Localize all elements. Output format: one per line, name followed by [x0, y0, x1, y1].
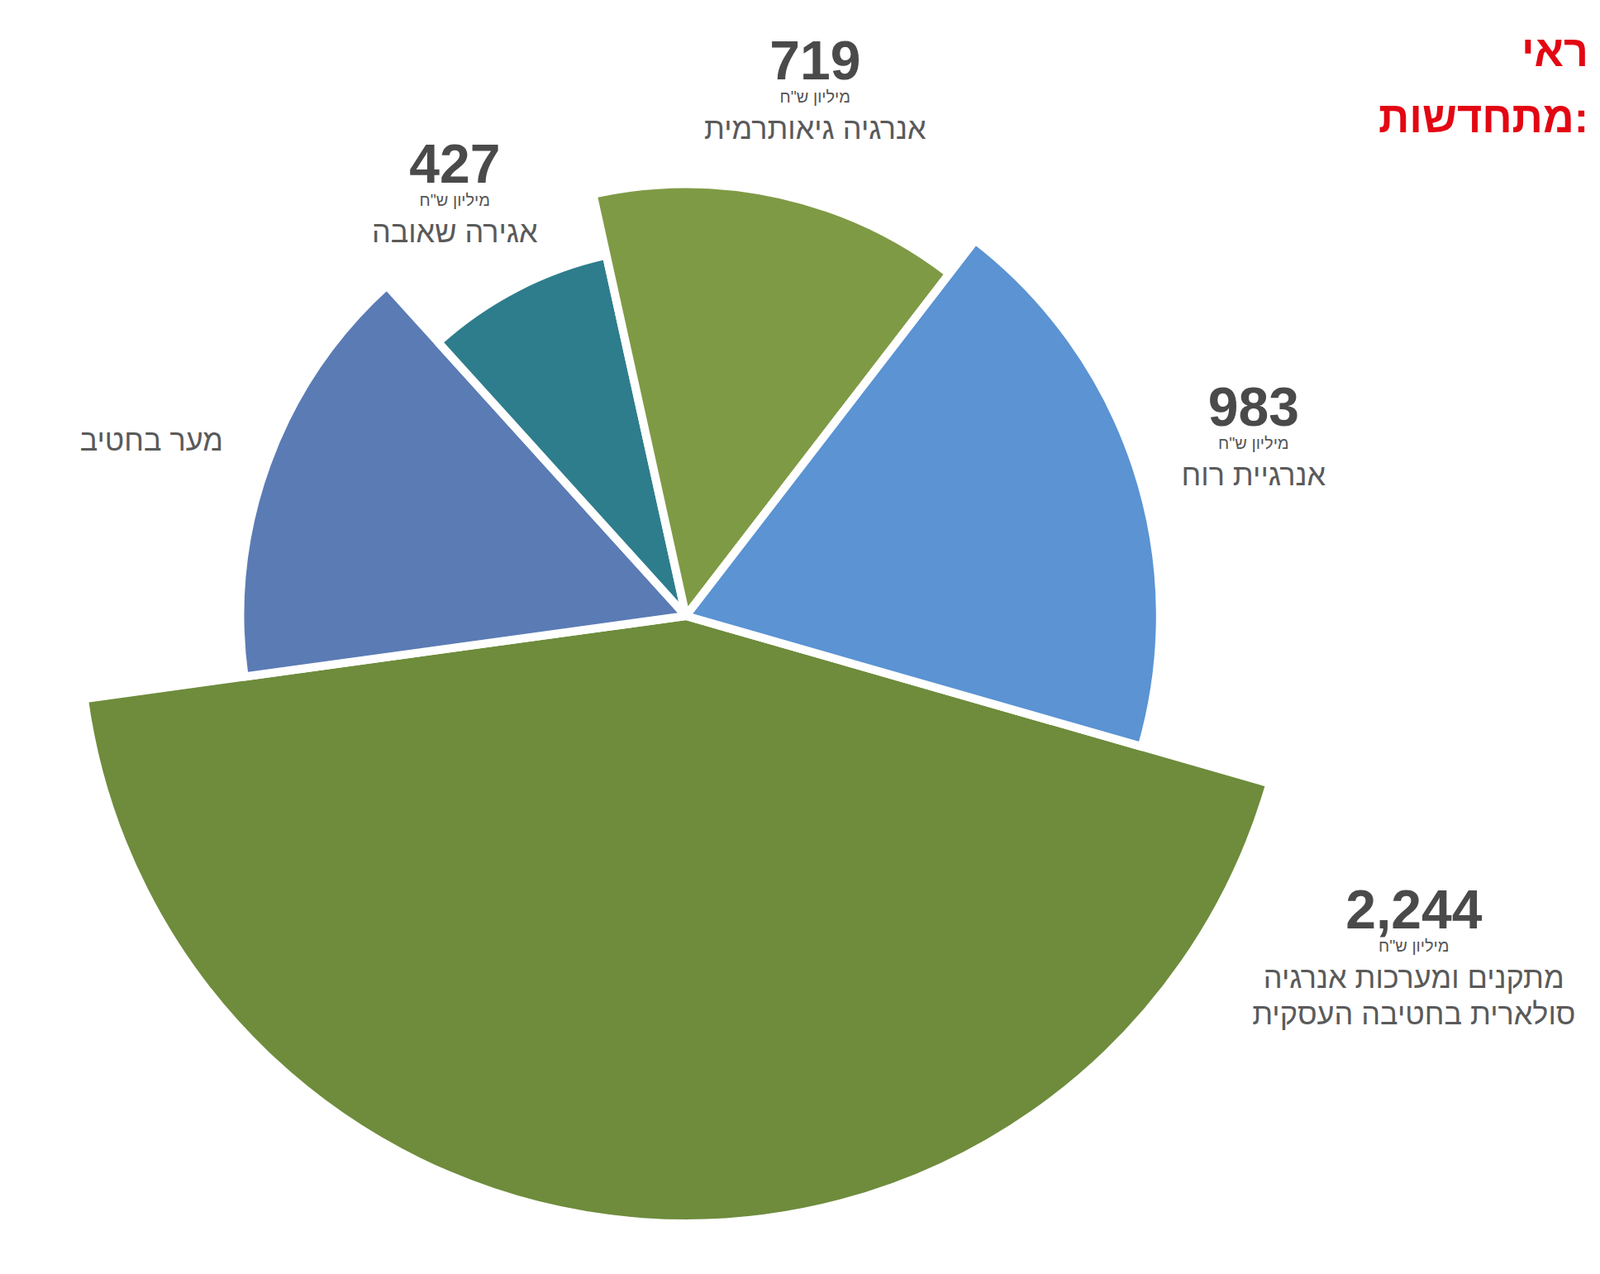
unit-label: מיליון ש"ח: [780, 87, 852, 106]
title-line: ראי: [1521, 27, 1589, 76]
category-label: אגירה שאובה: [371, 214, 539, 249]
slice-label: 2,244מיליון ש"ח מתקנים ומערכות אנרגיהסולא…: [1252, 878, 1576, 1031]
value-label: 719: [769, 29, 861, 91]
unit-label: מיליון ש"ח: [1218, 433, 1290, 453]
slice-label: 719מיליון ש"ח אנרגיה גיאותרמית: [704, 29, 927, 146]
category-label: סולארית בחטיבה העסקית: [1252, 996, 1576, 1031]
value-label: 427: [409, 133, 500, 195]
labels: 2,244מיליון ש"חמתקנים ומערכות אנרגיהסולא…: [80, 29, 1577, 1031]
category-label: מתקנים ומערכות אנרגיה: [1263, 960, 1565, 995]
slice: [685, 239, 1161, 747]
category-label: אנרגיה גיאותרמית: [704, 111, 927, 146]
slices: [84, 184, 1271, 1224]
chart-root: ראימתחדשות:2,244מיליון ש"חמתקנים ומערכות…: [0, 0, 1600, 1274]
value-label: 2,244: [1345, 878, 1482, 940]
slice-label: 427מיליון ש"ח אגירה שאובה: [371, 133, 539, 249]
title: ראי מתחדשות:: [1378, 27, 1589, 142]
slice-label: מער בחטיב: [80, 423, 224, 458]
chart-svg: ראימתחדשות:2,244מיליון ש"חמתקנים ומערכות…: [0, 0, 1600, 1274]
value-label: 983: [1208, 376, 1300, 438]
slice-label: 983מיליון ש"ח אנרגיית רוח: [1181, 376, 1327, 492]
title-line: מתחדשות:: [1378, 93, 1589, 142]
plot-area: [84, 184, 1271, 1224]
unit-label: מיליון ש"ח: [1378, 936, 1450, 955]
category-label: אנרגיית רוח: [1181, 457, 1327, 492]
category-label: מער בחטיב: [80, 423, 224, 458]
unit-label: מיליון ש"ח: [419, 190, 491, 210]
